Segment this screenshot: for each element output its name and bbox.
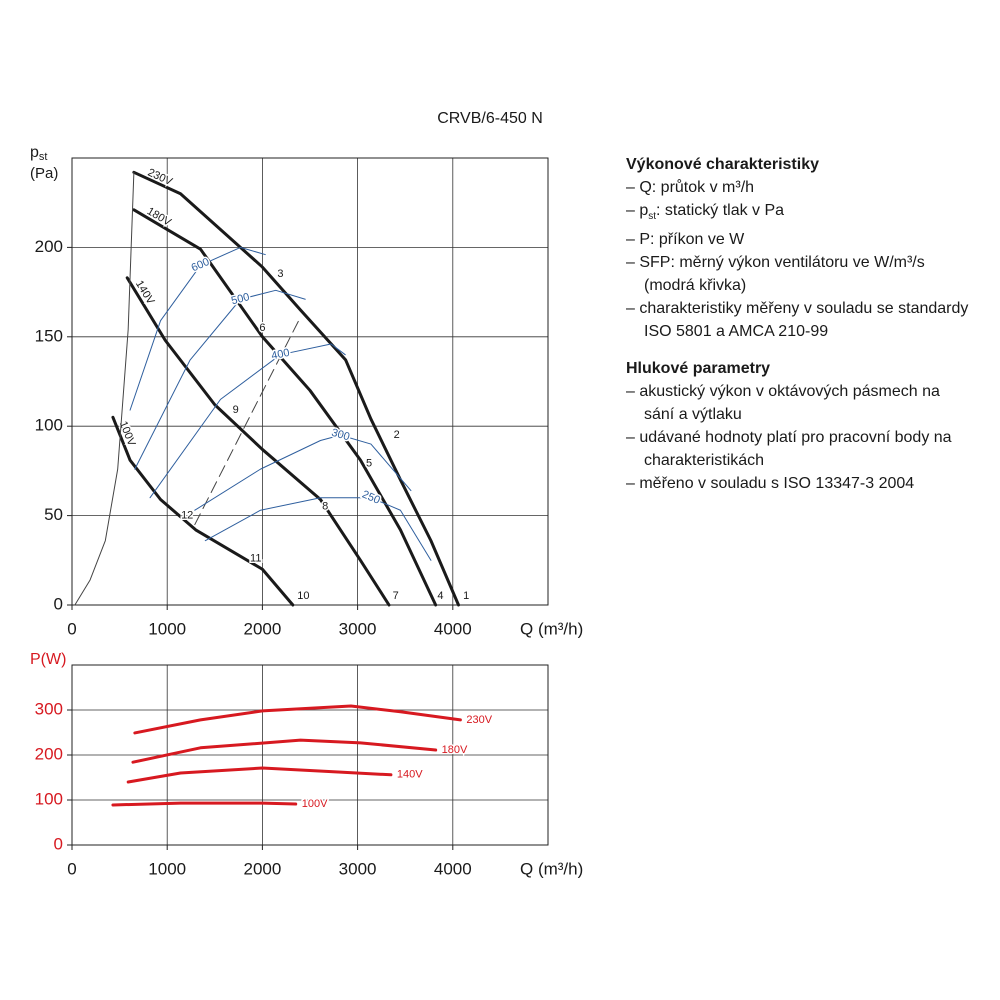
item-text: akustický výkon v oktávových pásmech na …	[639, 383, 940, 424]
item-text: : statický tlak v Pa	[656, 202, 785, 219]
y-tick-label: 50	[44, 505, 63, 524]
item-text: SFP: měrný výkon ventilátoru ve W/m³/s (…	[639, 254, 925, 295]
chart-title: CRVB/6-450 N	[437, 110, 543, 127]
series-line	[74, 171, 135, 606]
point-label: 11	[250, 552, 261, 564]
list-item: charakteristiky měřeny v souladu se stan…	[626, 297, 971, 343]
x-tick-label: 3000	[339, 619, 377, 638]
notes: Výkonové charakteristiky Q: průtok v m³/h…	[626, 153, 971, 509]
series-line	[132, 170, 461, 607]
x-tick-label: 1000	[148, 859, 186, 878]
series-line	[133, 704, 462, 735]
x-tick-label: 0	[67, 619, 76, 638]
list-item: akustický výkon v oktávových pásmech na …	[626, 380, 971, 426]
series-label: 300	[330, 427, 351, 444]
y-tick-label: 0	[54, 834, 63, 853]
list-item: měřeno v souladu s ISO 13347-3 2004	[626, 472, 971, 495]
y-tick-label: 100	[35, 789, 63, 808]
x-axis-label: Q (m³/h)	[520, 859, 583, 878]
point-label: 8	[322, 501, 328, 513]
x-tick-label: 2000	[243, 619, 281, 638]
item-symbol: p	[639, 202, 649, 219]
item-text: P: příkon ve W	[639, 231, 745, 249]
series-line	[129, 246, 266, 411]
y-tick-label: 150	[35, 326, 63, 345]
series-line	[194, 316, 301, 526]
series-label: 230V	[466, 714, 492, 726]
y-axis-label-sub: st	[39, 151, 48, 163]
list-item: Q: průtok v m³/h	[626, 176, 971, 199]
y-axis-label-main: P(W)	[30, 651, 66, 668]
plot-frame	[71, 157, 549, 606]
point-label: 12	[181, 510, 193, 522]
x-axis-label: Q (m³/h)	[520, 619, 583, 638]
series-line	[126, 766, 393, 784]
series-label: 180V	[442, 744, 468, 756]
section-list: akustický výkon v oktávových pásmech na …	[626, 380, 971, 495]
x-tick-label: 0	[67, 859, 76, 878]
item-text: udávané hodnoty platí pro pracovní body …	[639, 429, 952, 470]
series-label: 100V	[302, 798, 328, 810]
x-tick-label: 4000	[434, 619, 472, 638]
y-axis-label-main: p	[30, 144, 39, 161]
item-symbol-sub: st	[648, 211, 657, 223]
point-label: 9	[233, 404, 239, 416]
list-item: P: příkon ve W	[626, 228, 971, 251]
series-line	[194, 434, 412, 511]
point-label: 5	[366, 458, 372, 470]
y-tick-label: 200	[35, 744, 63, 763]
y-tick-label: 0	[54, 594, 63, 613]
point-label: 10	[297, 590, 309, 602]
point-label: 1	[463, 590, 469, 602]
list-item: SFP: měrný výkon ventilátoru ve W/m³/s (…	[626, 251, 971, 297]
y-axis-unit: (Pa)	[30, 165, 58, 182]
y-tick-label: 200	[35, 237, 63, 256]
point-label: 7	[393, 590, 399, 602]
y-tick-label: 300	[35, 699, 63, 718]
series-line	[204, 497, 432, 561]
series-line	[125, 276, 391, 607]
series-label: 400	[270, 347, 290, 363]
x-tick-label: 2000	[243, 859, 281, 878]
section-heading: Hlukové parametry	[626, 360, 771, 378]
item-text: měřeno v souladu s ISO 13347-3 2004	[639, 475, 915, 493]
series-line	[149, 343, 346, 499]
item-text: charakteristiky měřeny v souladu se stan…	[639, 300, 969, 341]
x-tick-label: 4000	[434, 859, 472, 878]
item-text: Q: průtok v m³/h	[639, 179, 755, 196]
list-item: udávané hodnoty platí pro pracovní body …	[626, 426, 971, 472]
point-label: 4	[437, 590, 443, 602]
series-line	[111, 801, 298, 807]
series-line	[132, 208, 438, 607]
x-tick-label: 1000	[148, 619, 186, 638]
point-label: 3	[277, 268, 283, 280]
point-label: 2	[394, 429, 400, 441]
y-axis-label: P(W)	[30, 651, 66, 668]
section-list: Q: průtok v m³/h pst: statický tlak v Pa P…	[626, 176, 971, 343]
y-tick-label: 100	[35, 416, 63, 435]
series-line	[131, 738, 438, 764]
series-line	[134, 289, 306, 470]
point-label: 6	[259, 322, 265, 334]
list-item: pst: statický tlak v Pa	[626, 199, 971, 228]
section-heading: Výkonové charakteristiky	[626, 156, 819, 173]
y-axis-label: pst	[30, 144, 47, 163]
x-tick-label: 3000	[339, 859, 377, 878]
series-label: 140V	[397, 769, 423, 781]
series-line	[111, 415, 295, 607]
